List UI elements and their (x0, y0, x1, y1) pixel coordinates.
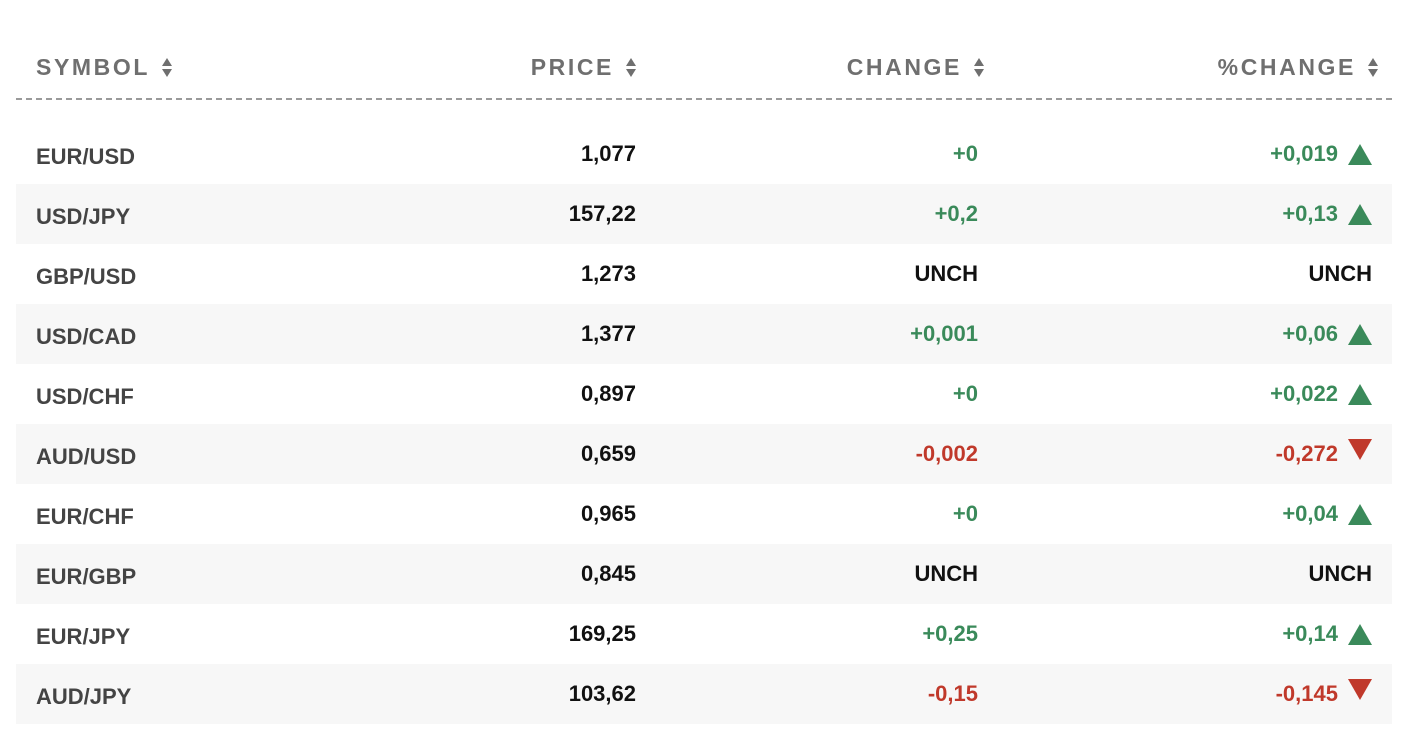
pct-change-value: -0,145 (1275, 681, 1338, 706)
column-header-change[interactable]: CHANGE (847, 54, 984, 81)
table-row[interactable]: EUR/GBP 0,845 UNCH UNCH (16, 544, 1392, 604)
symbol-cell[interactable]: EUR/USD (36, 144, 136, 169)
triangle-down-icon (1348, 438, 1372, 460)
triangle-down-icon (1348, 678, 1372, 700)
pct-change-cell: UNCH (1308, 544, 1372, 604)
pct-change-value: +0,022 (1270, 381, 1338, 406)
pct-change-value: +0,04 (1282, 501, 1338, 526)
change-cell: UNCH (914, 561, 978, 586)
table-header: SYMBOL PRICE CHANGE %CHANGE (16, 0, 1392, 100)
triangle-up-icon (1348, 203, 1372, 225)
pct-change-value: +0,13 (1282, 201, 1338, 226)
price-cell: 103,62 (568, 681, 636, 706)
change-cell: +0,25 (922, 621, 978, 646)
table-row[interactable]: USD/CAD 1,377 +0,001 +0,06 (16, 304, 1392, 364)
sort-arrows-icon[interactable] (974, 58, 984, 77)
pct-change-cell: +0,019 (1270, 124, 1372, 184)
symbol-cell[interactable]: EUR/CHF (36, 504, 134, 529)
column-header-price-label: PRICE (530, 54, 614, 80)
column-header-pct-change[interactable]: %CHANGE (1218, 54, 1378, 81)
price-cell: 0,965 (580, 501, 636, 526)
price-cell: 1,377 (580, 321, 636, 346)
sort-arrows-icon[interactable] (162, 58, 172, 77)
column-header-change-label: CHANGE (846, 54, 962, 80)
currency-table: SYMBOL PRICE CHANGE %CHANGE EUR/USD 1,077… (16, 0, 1392, 724)
pct-change-cell: UNCH (1308, 244, 1372, 304)
table-body: EUR/USD 1,077 +0 +0,019 USD/JPY 157,22 +0,2 +0,… (16, 124, 1392, 724)
change-cell: +0 (952, 141, 978, 166)
change-cell: +0 (952, 501, 978, 526)
pct-change-cell: -0,145 (1276, 664, 1372, 724)
sort-arrows-icon[interactable] (1368, 58, 1378, 77)
triangle-up-icon (1348, 503, 1372, 525)
table-row[interactable]: AUD/USD 0,659 -0,002 -0,272 (16, 424, 1392, 484)
pct-change-value: +0,06 (1282, 321, 1338, 346)
symbol-cell[interactable]: USD/JPY (36, 204, 131, 229)
triangle-up-icon (1348, 383, 1372, 405)
price-cell: 0,659 (580, 441, 636, 466)
symbol-cell[interactable]: EUR/JPY (36, 624, 131, 649)
pct-change-cell: +0,06 (1282, 304, 1372, 364)
change-cell: +0 (952, 381, 978, 406)
pct-change-value: +0,019 (1270, 141, 1338, 166)
change-cell: +0,2 (934, 201, 978, 226)
symbol-cell[interactable]: GBP/USD (36, 264, 137, 289)
change-cell: +0,001 (910, 321, 978, 346)
pct-change-cell: +0,14 (1282, 604, 1372, 664)
change-cell: -0,002 (915, 441, 978, 466)
table-row[interactable]: USD/JPY 157,22 +0,2 +0,13 (16, 184, 1392, 244)
triangle-up-icon (1348, 623, 1372, 645)
table-row[interactable]: AUD/JPY 103,62 -0,15 -0,145 (16, 664, 1392, 724)
table-row[interactable]: USD/CHF 0,897 +0 +0,022 (16, 364, 1392, 424)
table-row[interactable]: EUR/JPY 169,25 +0,25 +0,14 (16, 604, 1392, 664)
column-header-symbol[interactable]: SYMBOL (36, 54, 172, 81)
symbol-cell[interactable]: USD/CHF (36, 384, 134, 409)
price-cell: 0,897 (580, 381, 636, 406)
pct-change-value: +0,14 (1282, 621, 1338, 646)
pct-change-value: UNCH (1308, 261, 1372, 286)
symbol-cell[interactable]: USD/CAD (36, 324, 137, 349)
price-cell: 169,25 (568, 621, 636, 646)
price-cell: 0,845 (580, 561, 636, 586)
table-row[interactable]: GBP/USD 1,273 UNCH UNCH (16, 244, 1392, 304)
change-cell: -0,15 (927, 681, 978, 706)
symbol-cell[interactable]: AUD/USD (36, 444, 137, 469)
column-header-pct-change-label: %CHANGE (1217, 54, 1356, 80)
price-cell: 1,077 (580, 141, 636, 166)
pct-change-value: -0,272 (1275, 441, 1338, 466)
sort-arrows-icon[interactable] (626, 58, 636, 77)
table-row[interactable]: EUR/CHF 0,965 +0 +0,04 (16, 484, 1392, 544)
symbol-cell[interactable]: EUR/GBP (36, 564, 137, 589)
pct-change-cell: -0,272 (1276, 424, 1372, 484)
triangle-up-icon (1348, 323, 1372, 345)
pct-change-cell: +0,022 (1270, 364, 1372, 424)
change-cell: UNCH (914, 261, 978, 286)
symbol-cell[interactable]: AUD/JPY (36, 684, 132, 709)
column-header-price[interactable]: PRICE (531, 54, 636, 81)
pct-change-cell: +0,04 (1282, 484, 1372, 544)
column-header-symbol-label: SYMBOL (36, 54, 150, 80)
price-cell: 1,273 (580, 261, 636, 286)
table-row[interactable]: EUR/USD 1,077 +0 +0,019 (16, 124, 1392, 184)
price-cell: 157,22 (568, 201, 636, 226)
pct-change-cell: +0,13 (1282, 184, 1372, 244)
triangle-up-icon (1348, 143, 1372, 165)
pct-change-value: UNCH (1308, 561, 1372, 586)
